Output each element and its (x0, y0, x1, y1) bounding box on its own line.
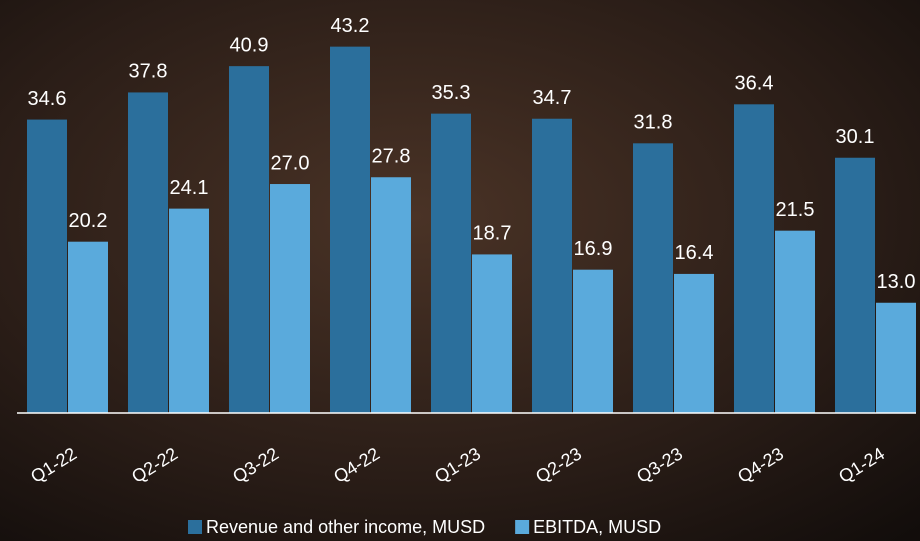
bar (633, 143, 673, 414)
data-label: 31.8 (634, 112, 673, 134)
data-label: 16.9 (574, 238, 613, 260)
data-label: 37.8 (129, 61, 168, 83)
data-label: 27.8 (372, 146, 411, 168)
legend-swatch (515, 520, 530, 534)
data-label: 34.6 (28, 88, 67, 110)
bar (775, 230, 815, 413)
data-label: 16.4 (675, 242, 714, 264)
data-label: 30.1 (836, 126, 875, 148)
bar (573, 269, 613, 413)
bar (734, 104, 774, 413)
bar (27, 119, 67, 413)
data-label: 43.2 (331, 15, 370, 37)
legend-label: EBITDA, MUSD (533, 517, 661, 537)
legend-swatch (188, 520, 202, 534)
bar (68, 241, 108, 413)
data-label: 35.3 (432, 82, 471, 104)
bar (371, 177, 411, 413)
legend-label: Revenue and other income, MUSD (206, 517, 485, 537)
bar (229, 66, 269, 414)
bar (169, 208, 209, 413)
data-label: 18.7 (473, 223, 512, 245)
bar (835, 157, 875, 413)
bar (270, 184, 310, 413)
bar (330, 46, 370, 414)
bar (431, 113, 471, 413)
data-label: 27.0 (271, 152, 310, 174)
bar (876, 302, 916, 413)
bar (472, 254, 512, 413)
data-label: 21.5 (776, 199, 815, 221)
bar (532, 118, 572, 413)
data-label: 13.0 (877, 271, 916, 293)
data-label: 34.7 (533, 87, 572, 109)
data-label: 36.4 (735, 73, 774, 95)
bar (128, 92, 168, 413)
data-label: 24.1 (170, 177, 209, 199)
data-label: 40.9 (230, 34, 269, 56)
bar (674, 273, 714, 413)
data-label: 20.2 (69, 210, 108, 232)
